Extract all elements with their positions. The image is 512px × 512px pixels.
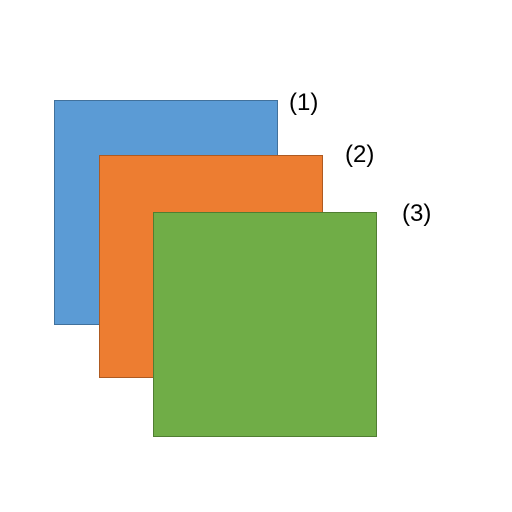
layer-2-label: (2) <box>345 141 374 169</box>
layer-3-label: (3) <box>402 200 431 228</box>
layer-1-label: (1) <box>289 89 318 117</box>
layer-3-square <box>153 212 377 437</box>
